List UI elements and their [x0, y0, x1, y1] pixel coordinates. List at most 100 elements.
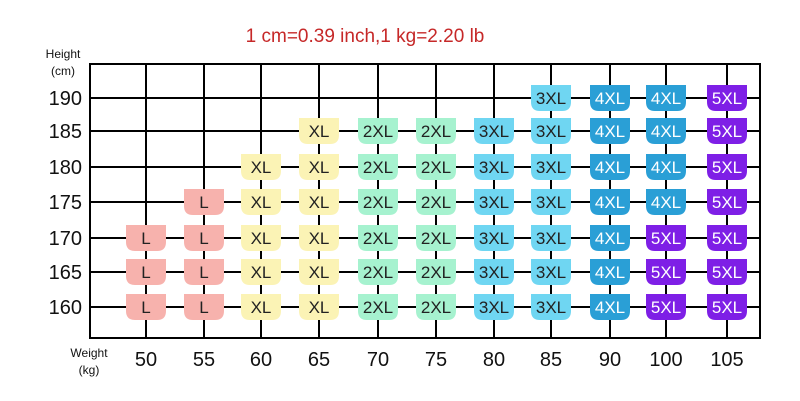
size-label: 5XL: [712, 193, 742, 212]
size-label: XL: [309, 229, 330, 248]
size-badge: [707, 85, 747, 111]
size-label: XL: [251, 263, 272, 282]
size-badge: [590, 294, 630, 320]
size-label: 3XL: [536, 263, 566, 282]
size-label: XL: [309, 122, 330, 141]
x-axis-title: Weight: [70, 346, 108, 360]
size-label: XL: [309, 193, 330, 212]
size-label: 3XL: [479, 263, 509, 282]
size-label: 3XL: [479, 298, 509, 317]
size-badge: [707, 154, 747, 180]
size-label: 3XL: [536, 122, 566, 141]
y-tick-label: 160: [49, 297, 82, 319]
size-label: 2XL: [421, 298, 451, 317]
size-badge: [241, 154, 281, 180]
size-badge: [474, 294, 514, 320]
y-tick-label: 175: [49, 192, 82, 214]
size-badge: [241, 225, 281, 251]
size-badge: [299, 259, 339, 285]
size-badge: [646, 225, 686, 251]
size-label: 3XL: [479, 229, 509, 248]
size-label: XL: [251, 158, 272, 177]
size-label: L: [199, 263, 208, 282]
size-badge: [358, 189, 398, 215]
size-badge: [646, 154, 686, 180]
size-badge: [474, 154, 514, 180]
size-label: 5XL: [712, 122, 742, 141]
size-label: 3XL: [536, 158, 566, 177]
size-badge: [358, 225, 398, 251]
size-badge: [590, 189, 630, 215]
size-label: 5XL: [712, 298, 742, 317]
size-badge: [531, 154, 571, 180]
size-badge: [590, 225, 630, 251]
y-tick-label: 190: [49, 88, 82, 110]
size-badge: [184, 259, 224, 285]
size-label: 2XL: [421, 229, 451, 248]
x-tick-label: 80: [483, 349, 505, 371]
size-label: 2XL: [363, 263, 393, 282]
size-label: 3XL: [479, 122, 509, 141]
size-badge: [474, 259, 514, 285]
x-tick-label: 85: [540, 349, 562, 371]
y-tick-label: 165: [49, 262, 82, 284]
size-label: 4XL: [651, 89, 681, 108]
size-badge: [646, 259, 686, 285]
size-badge: [531, 294, 571, 320]
size-label: 2XL: [421, 193, 451, 212]
x-tick-label: 100: [649, 349, 682, 371]
size-badge: [590, 259, 630, 285]
y-tick-label: 185: [49, 121, 82, 143]
size-badge: [416, 154, 456, 180]
size-label: 4XL: [651, 193, 681, 212]
x-tick-label: 60: [250, 349, 272, 371]
x-tick-label: 70: [367, 349, 389, 371]
size-label: 2XL: [421, 158, 451, 177]
size-label: 2XL: [363, 298, 393, 317]
y-tick-label: 170: [49, 228, 82, 250]
size-label: 3XL: [536, 193, 566, 212]
size-badge: [126, 294, 166, 320]
size-badge: [590, 118, 630, 144]
size-label: L: [199, 193, 208, 212]
size-label: 3XL: [536, 89, 566, 108]
size-badge: [707, 294, 747, 320]
size-label: L: [199, 298, 208, 317]
size-label: XL: [251, 229, 272, 248]
unit-conversion-note: 1 cm=0.39 inch,1 kg=2.20 lb: [246, 26, 485, 47]
size-badge: [531, 189, 571, 215]
size-label: 4XL: [595, 89, 625, 108]
x-tick-label: 75: [425, 349, 447, 371]
size-badges: 3XL 4XL 4XL 5XL XL 2XL 2XL 3XL 3XL 4XL 4XL 5XL XL XL 2…: [126, 85, 747, 320]
size-badge: [707, 225, 747, 251]
x-tick-label: 65: [308, 349, 330, 371]
size-label: 5XL: [712, 263, 742, 282]
size-label: 4XL: [595, 158, 625, 177]
size-badge: [590, 85, 630, 111]
size-badge: [358, 154, 398, 180]
size-label: L: [199, 229, 208, 248]
size-badge: [184, 294, 224, 320]
size-label: 3XL: [479, 193, 509, 212]
size-badge: [241, 259, 281, 285]
size-label: 4XL: [595, 122, 625, 141]
size-badge: [531, 85, 571, 111]
size-label: XL: [309, 158, 330, 177]
size-label: XL: [309, 263, 330, 282]
size-label: L: [141, 263, 150, 282]
size-label: 2XL: [421, 263, 451, 282]
size-label: L: [141, 229, 150, 248]
size-badge: [299, 294, 339, 320]
size-label: 5XL: [712, 229, 742, 248]
size-label: 4XL: [651, 158, 681, 177]
size-badge: [474, 118, 514, 144]
size-badge: [358, 294, 398, 320]
size-label: 5XL: [712, 158, 742, 177]
size-label: 4XL: [595, 229, 625, 248]
size-label: XL: [309, 298, 330, 317]
size-badge: [299, 189, 339, 215]
size-badge: [184, 225, 224, 251]
size-badge: [299, 225, 339, 251]
size-label: 2XL: [363, 122, 393, 141]
